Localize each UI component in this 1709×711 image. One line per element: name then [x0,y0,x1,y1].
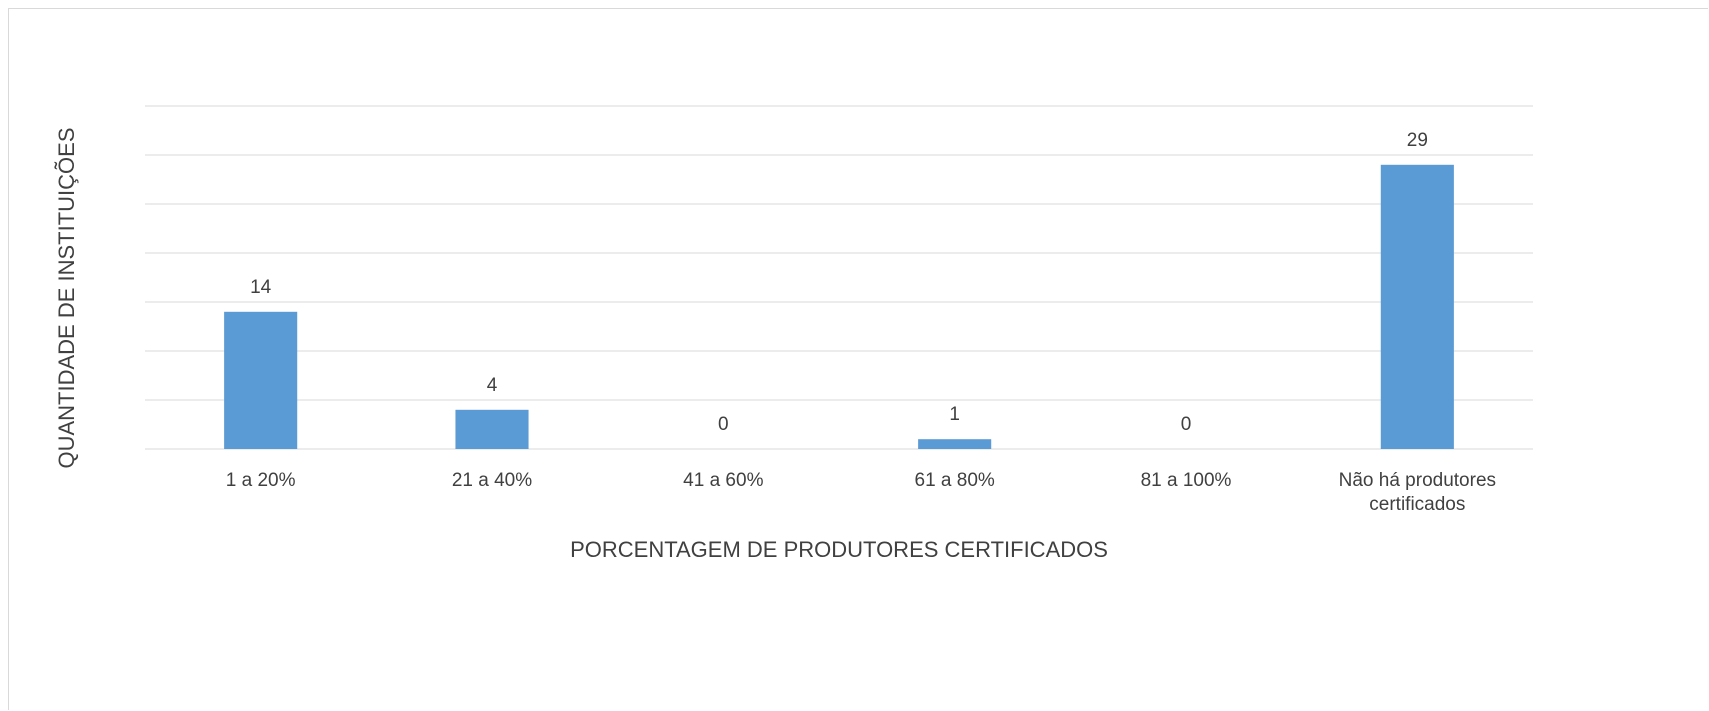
data-label: 1 [949,404,960,425]
x-tick-label: 1 a 20% [225,470,296,491]
x-tick-label: 81 a 100% [1140,470,1232,491]
x-tick-label: 21 a 40% [451,470,533,491]
data-label: 0 [1181,414,1192,435]
data-label: 14 [250,277,272,298]
y-axis-title: QUANTIDADE DE INSTITUIÇÕES [54,127,79,468]
data-label: 0 [718,414,729,435]
bar [918,439,992,449]
data-label: 29 [1407,130,1428,151]
bar [1380,164,1454,450]
x-tick-label: Não há produtores certificados [1338,470,1497,515]
bar [455,409,529,449]
x-tick-label: 61 a 80% [914,470,995,491]
x-axis-title: PORCENTAGEM DE PRODUTORES CERTIFICADOS [570,537,1108,562]
chart-frame [8,8,1708,710]
data-label: 4 [487,375,498,396]
x-tick-label: 41 a 60% [683,470,764,491]
bar [224,311,298,449]
